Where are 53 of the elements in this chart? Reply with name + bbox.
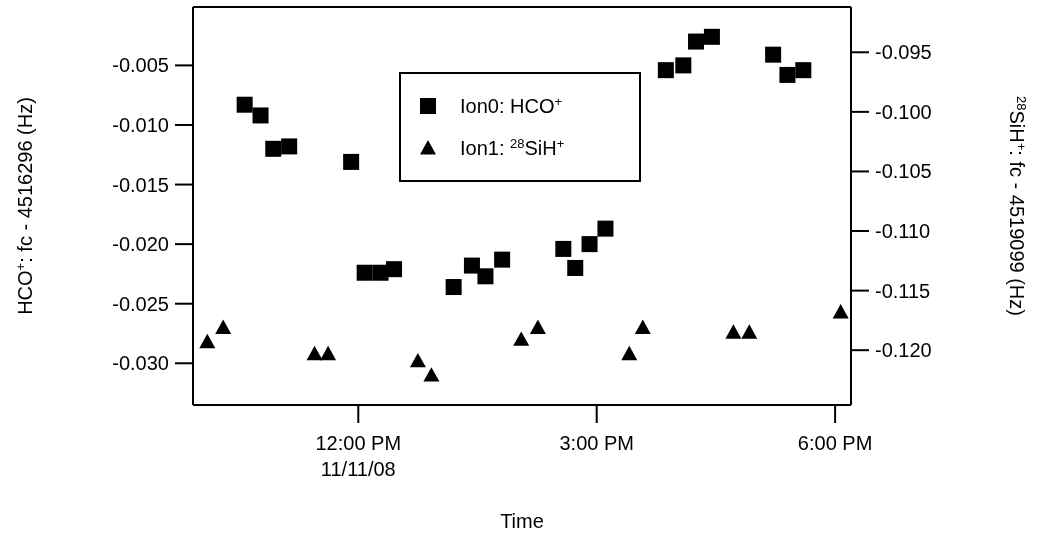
y2-tick-label: -0.115	[875, 279, 931, 302]
point	[597, 220, 614, 237]
point	[265, 140, 282, 157]
point	[306, 345, 323, 361]
point	[581, 236, 598, 253]
legend-label: Ion0: HCO$^{+}$	[460, 93, 563, 117]
y2-tick-label: -0.105	[875, 160, 932, 183]
point	[215, 319, 232, 334]
x-tick-label: 3:00 PM	[559, 432, 634, 454]
x-axis-title: Time	[500, 510, 544, 532]
point	[386, 261, 403, 278]
point	[477, 268, 494, 285]
legend-label: Ion1: $^{28}$SiH$^{+}$	[460, 135, 565, 159]
point	[688, 33, 705, 50]
point	[779, 66, 796, 83]
point	[320, 345, 337, 361]
point	[832, 304, 849, 319]
point	[513, 331, 530, 346]
y2-tick-label: -0.110	[875, 220, 931, 243]
point	[356, 264, 373, 281]
point	[445, 279, 462, 296]
point	[795, 62, 812, 79]
y-tick-label: -0.020	[112, 233, 169, 256]
point	[343, 153, 360, 170]
point	[529, 319, 546, 334]
y-tick-label: -0.030	[112, 352, 169, 375]
y-tick-label: -0.025	[112, 292, 169, 315]
point	[463, 257, 480, 274]
point	[567, 259, 584, 276]
x-tick-label: 6:00 PM	[797, 432, 873, 454]
y-tick-label: -0.015	[112, 173, 169, 196]
point	[409, 352, 426, 368]
point	[236, 96, 253, 113]
point	[199, 333, 216, 349]
y2-tick-label: -0.120	[875, 339, 932, 362]
y-tick-label: -0.005	[112, 54, 169, 77]
point	[555, 240, 572, 257]
point	[703, 28, 720, 45]
point	[765, 46, 782, 63]
point	[423, 367, 440, 382]
point	[675, 57, 692, 74]
point	[252, 107, 269, 124]
point	[634, 319, 651, 334]
point	[657, 62, 674, 79]
x-tick-label: 12:00 PM 11/11/08	[315, 432, 402, 480]
point	[725, 324, 742, 339]
point	[621, 345, 638, 361]
point	[494, 251, 511, 268]
point	[741, 324, 758, 339]
y-tick-label: -0.010	[112, 113, 169, 136]
y2-tick-label: -0.100	[875, 100, 932, 123]
y2-tick-label: -0.095	[875, 41, 932, 64]
point	[281, 138, 298, 155]
